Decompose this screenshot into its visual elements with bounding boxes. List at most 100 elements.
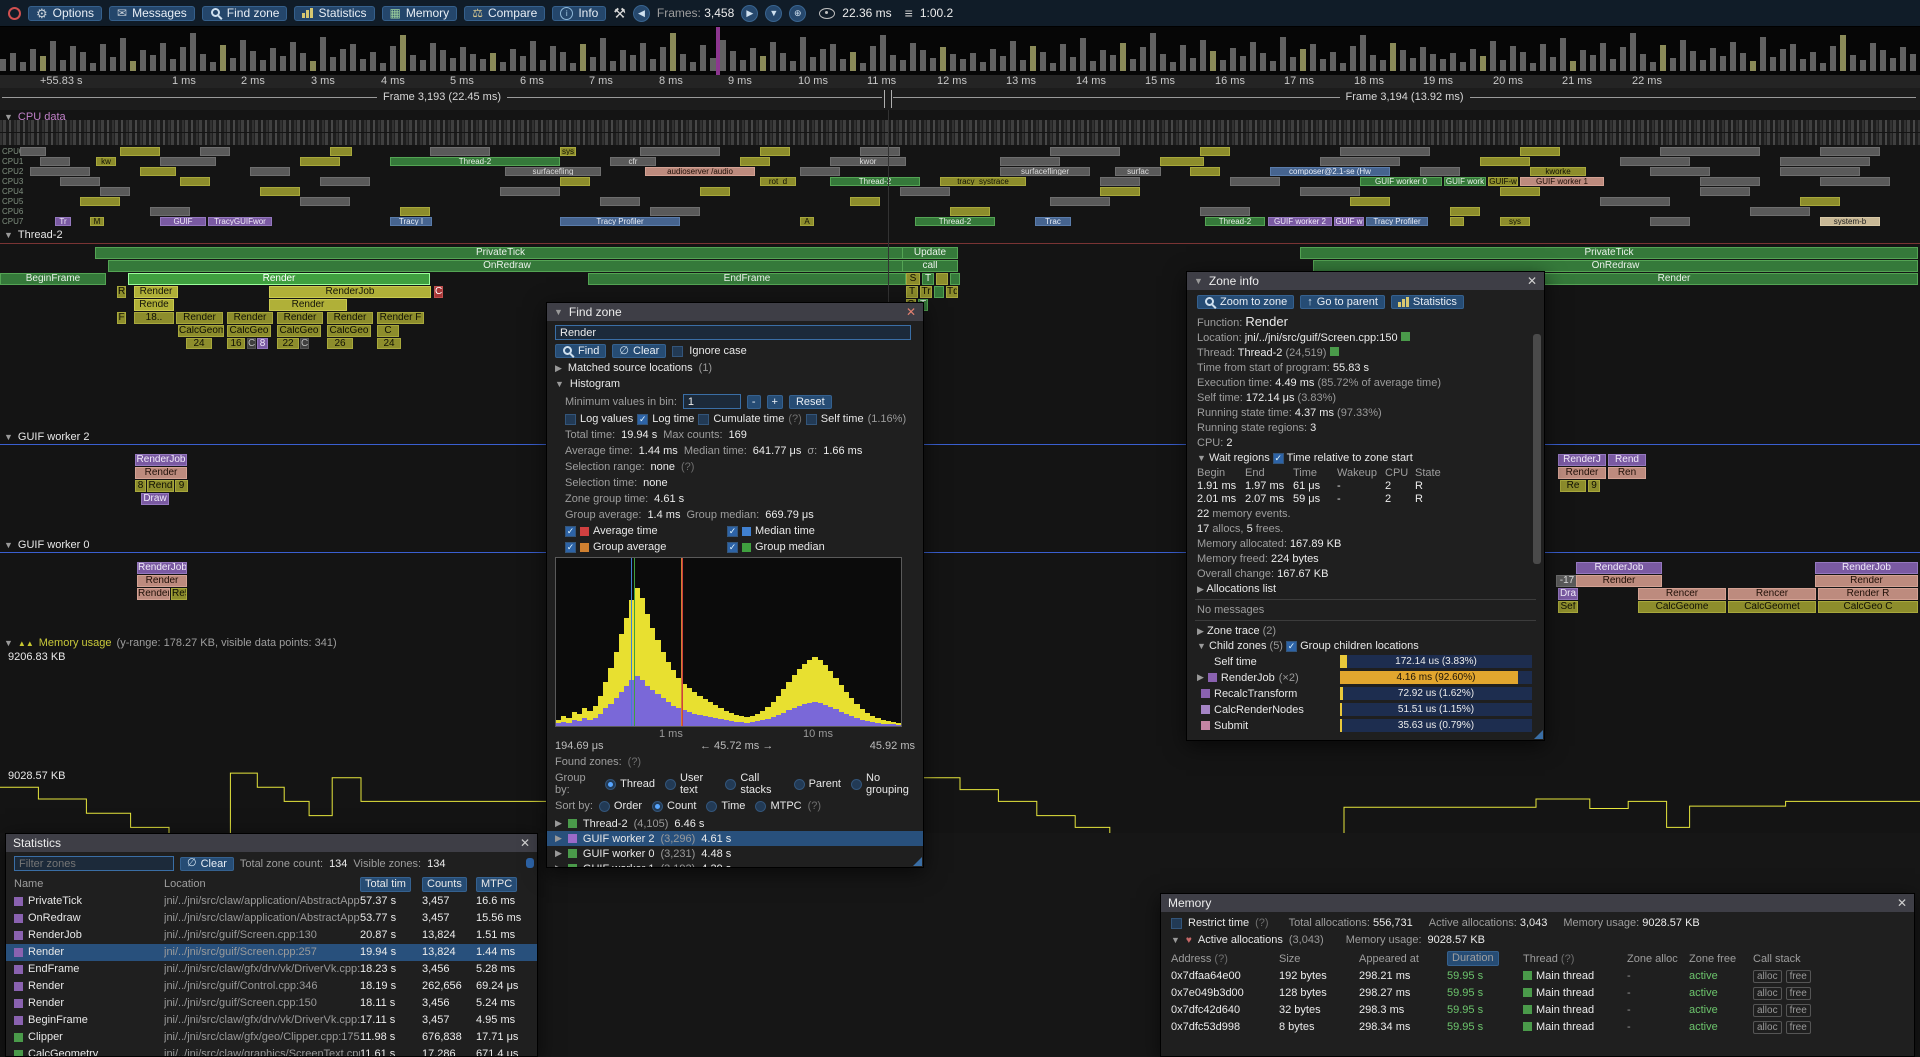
clear-button[interactable]: Clear bbox=[612, 344, 667, 358]
group-by-option[interactable]: No grouping bbox=[851, 772, 915, 796]
timeline-zone[interactable]: CalcGeomet bbox=[1728, 601, 1816, 613]
timeline-zone[interactable]: surfaceflinger bbox=[1000, 167, 1090, 176]
timeline-zone[interactable]: RenderJob bbox=[135, 454, 187, 466]
call-stack-chip[interactable]: alloc bbox=[1753, 986, 1782, 1000]
time-ruler[interactable]: +55.83 s 1 ms 2 ms 3 ms 4 ms 5 ms 6 ms 7 ms 8 m… bbox=[0, 75, 1920, 89]
wait-col[interactable]: Wakeup bbox=[1337, 467, 1377, 479]
timeline-zone[interactable]: 22 bbox=[277, 338, 299, 349]
timeline-zone[interactable] bbox=[20, 147, 46, 156]
close-icon[interactable]: ✕ bbox=[905, 305, 916, 319]
timeline-zone[interactable]: kworke bbox=[1530, 167, 1586, 176]
timeline-zone[interactable] bbox=[1450, 217, 1464, 226]
timeline-zone[interactable] bbox=[1230, 177, 1280, 186]
col-total-time[interactable]: Total tim bbox=[360, 876, 411, 892]
location-value[interactable]: jni/../jni/src/guif/Screen.cpp:150 bbox=[1244, 332, 1398, 344]
radio-button[interactable] bbox=[664, 778, 676, 790]
histogram-section-label[interactable]: Histogram bbox=[569, 378, 621, 390]
log-time-checkbox[interactable] bbox=[637, 413, 649, 425]
toolbar-button[interactable]: Messages bbox=[109, 5, 195, 21]
scrollbar-thumb[interactable] bbox=[526, 858, 534, 868]
cumulate-time-checkbox[interactable] bbox=[698, 413, 710, 425]
timeline-zone[interactable]: RenderJob bbox=[269, 286, 431, 298]
found-thread-row[interactable]: ▶ GUIF worker 0 (3,231) 4.48 s bbox=[547, 846, 923, 861]
min-bin-input[interactable] bbox=[682, 394, 741, 409]
alloc-address[interactable]: 0x7e049b3d00 bbox=[1171, 986, 1244, 999]
timeline-zone[interactable]: OnRedraw bbox=[1313, 260, 1918, 272]
wait-col[interactable]: CPU bbox=[1385, 467, 1409, 479]
statistics-titlebar[interactable]: Statistics ✕ bbox=[6, 834, 537, 852]
timeline-zone[interactable]: A bbox=[800, 217, 814, 226]
frame-marker[interactable]: Frame 3,194 (13.92 ms) bbox=[893, 91, 1916, 103]
timeline-zone[interactable] bbox=[1750, 207, 1810, 216]
timeline-zone[interactable] bbox=[200, 147, 230, 156]
timeline-zone[interactable]: CalcGeome bbox=[178, 325, 224, 337]
timeline-zone[interactable]: Render bbox=[176, 312, 223, 324]
timeline-zone[interactable]: RenderJob bbox=[1576, 562, 1662, 574]
child-zone-row[interactable]: CalcRenderNodes 51.51 us (1.15%) bbox=[1197, 703, 1534, 716]
timeline-zone[interactable] bbox=[1700, 187, 1750, 196]
table-row[interactable]: CalcGeometry jni/../jni/src/claw/graphic… bbox=[6, 1046, 537, 1056]
tools-icon[interactable] bbox=[613, 6, 626, 20]
timeline-zone[interactable] bbox=[760, 147, 790, 156]
child-zone-row[interactable]: Self time 172.14 us (3.83%) bbox=[1197, 655, 1534, 668]
collapse-triangle-icon[interactable]: ▼ bbox=[4, 432, 13, 442]
wait-col[interactable]: Begin bbox=[1197, 467, 1226, 479]
timeline-zone[interactable]: Render bbox=[1576, 575, 1662, 587]
timeline-zone[interactable] bbox=[1780, 167, 1860, 176]
collapse-triangle-icon[interactable]: ▶ bbox=[1197, 672, 1204, 682]
timeline-zone[interactable] bbox=[100, 187, 130, 196]
timeline-zone[interactable]: Ren bbox=[1608, 467, 1646, 479]
timeline-zone[interactable]: GUIF worker 1 bbox=[1520, 177, 1604, 186]
timeline-zone[interactable] bbox=[1780, 157, 1870, 166]
collapse-triangle-icon[interactable]: ▼ bbox=[1194, 276, 1203, 286]
timeline-zone[interactable]: surfac bbox=[1115, 167, 1161, 176]
timeline-view[interactable]: ▼ CPU data ▼ Thread-2 ▼ GUIF worker 2 ▼ … bbox=[0, 110, 1920, 833]
collapse-triangle-icon[interactable]: ▶ bbox=[555, 362, 562, 373]
radio-button[interactable] bbox=[851, 778, 862, 790]
clear-filter-button[interactable]: Clear bbox=[180, 856, 234, 871]
timeline-zone[interactable] bbox=[950, 207, 990, 216]
self-time-checkbox[interactable] bbox=[805, 413, 817, 425]
resize-grip[interactable] bbox=[1534, 730, 1543, 739]
timeline-zone[interactable]: tracy_systrace bbox=[940, 177, 1026, 186]
timeline-zone[interactable] bbox=[300, 157, 340, 166]
frame-menu-button[interactable]: ▼ bbox=[765, 4, 783, 22]
zoom-to-zone-button[interactable]: Zoom to zone bbox=[1197, 295, 1295, 309]
timeline-zone[interactable]: cfr bbox=[610, 157, 656, 166]
timeline-zone[interactable]: BeginFrame bbox=[0, 273, 106, 285]
alloc-appeared-at[interactable]: 298.34 ms bbox=[1359, 1020, 1411, 1033]
collapse-triangle-icon[interactable]: ▶ bbox=[1197, 584, 1204, 594]
timeline-zone[interactable]: Rencer bbox=[1728, 588, 1816, 600]
timeline-zone[interactable]: CalcGeo C bbox=[1818, 601, 1918, 613]
wait-col[interactable]: State bbox=[1415, 467, 1441, 479]
timeline-zone[interactable] bbox=[180, 177, 210, 186]
collapse-triangle-icon[interactable]: ▶ bbox=[555, 818, 562, 828]
timeline-zone[interactable]: RenderJob bbox=[137, 562, 187, 574]
col-mtpc[interactable]: MTPC bbox=[476, 876, 518, 892]
table-row[interactable]: Render jni/../jni/src/guif/Control.cpp:3… bbox=[6, 978, 537, 995]
toolbar-button[interactable]: Memory bbox=[381, 5, 458, 21]
timeline-zone[interactable]: Render R bbox=[1818, 588, 1918, 600]
collapse-triangle-icon[interactable]: ▶ bbox=[555, 848, 562, 858]
timeline-zone[interactable]: Rend bbox=[1608, 454, 1646, 466]
timeline-zone[interactable]: Rend bbox=[147, 480, 174, 492]
timeline-zone[interactable] bbox=[600, 197, 640, 206]
timeline-zone[interactable] bbox=[1420, 167, 1460, 176]
timeline-zone[interactable] bbox=[1100, 187, 1140, 196]
wait-region-row[interactable]: 2.01 ms 2.07 ms 59 μs - 2 R bbox=[1197, 493, 1534, 505]
timeline-zone[interactable]: Render bbox=[269, 299, 347, 311]
sort-by-option[interactable]: Time bbox=[706, 800, 745, 812]
collapse-triangle-icon[interactable]: ▼ bbox=[4, 112, 13, 122]
memory-col[interactable]: Duration bbox=[1447, 951, 1523, 966]
timeline-zone[interactable] bbox=[1520, 147, 1560, 156]
timeline-zone[interactable]: Td bbox=[946, 286, 958, 298]
timeline-zone[interactable]: S bbox=[906, 273, 920, 285]
timeline-zone[interactable]: CalcGeo bbox=[277, 325, 321, 337]
timeline-zone[interactable] bbox=[260, 187, 300, 196]
memory-col[interactable]: Size bbox=[1279, 952, 1301, 965]
guif-worker0-header[interactable]: ▼ GUIF worker 0 bbox=[4, 539, 90, 551]
timeline-zone[interactable]: Thread-2 bbox=[1205, 217, 1265, 226]
prev-frame-button[interactable]: ◀ bbox=[632, 4, 650, 22]
radio-button[interactable] bbox=[652, 800, 664, 812]
timeline-zone[interactable]: sys bbox=[1500, 217, 1530, 226]
